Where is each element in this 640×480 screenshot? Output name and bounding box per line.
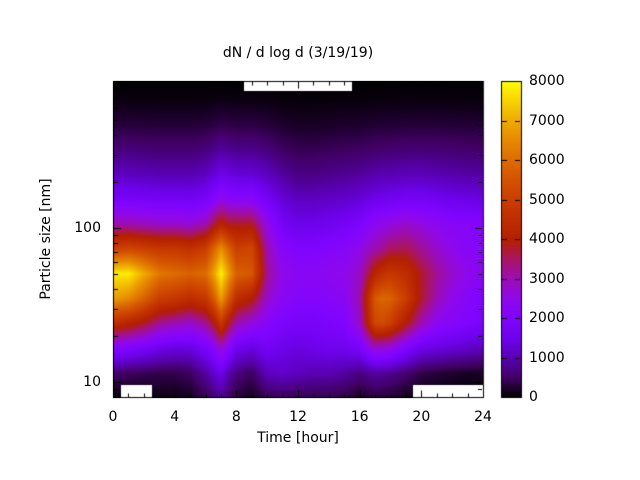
x-axis-label: Time [hour] bbox=[257, 430, 339, 446]
colorbar-tick-label: 0 bbox=[529, 389, 538, 405]
x-tick-label: 20 bbox=[412, 409, 431, 425]
y-tick-label: 10 bbox=[83, 374, 101, 390]
x-tick-label: 24 bbox=[474, 409, 492, 425]
x-tick-label: 12 bbox=[289, 409, 307, 425]
chart-title: dN / d log d (3/19/19) bbox=[222, 45, 374, 61]
colorbar-tick-label: 3000 bbox=[529, 270, 565, 287]
x-tick-label: 16 bbox=[350, 409, 369, 425]
x-tick-label: 8 bbox=[231, 409, 241, 425]
colorbar-tick-label: 4000 bbox=[529, 231, 565, 247]
colorbar-tick-label: 6000 bbox=[529, 152, 565, 168]
colorbar-tick-label: 1000 bbox=[529, 349, 565, 366]
x-tick-label: 4 bbox=[170, 409, 180, 425]
colorbar-tick-label: 7000 bbox=[529, 112, 565, 129]
y-axis-label: Particle size [nm] bbox=[38, 178, 54, 300]
y-tick-label: 100 bbox=[74, 220, 101, 236]
colorbar-tick-label: 5000 bbox=[529, 191, 565, 208]
colorbar-tick-label: 8000 bbox=[529, 73, 565, 89]
colorbar-tick-label: 2000 bbox=[529, 310, 565, 326]
x-tick-label: 0 bbox=[108, 409, 118, 425]
